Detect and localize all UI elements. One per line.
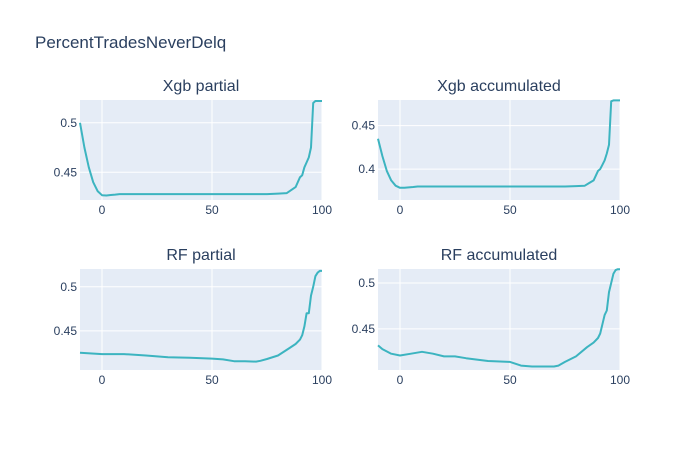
y-tick-label: 0.45 xyxy=(54,165,78,179)
plot-area xyxy=(80,100,322,200)
x-tick-label: 0 xyxy=(397,203,404,217)
y-tick-label: 0.45 xyxy=(352,322,376,336)
x-tick-label: 0 xyxy=(99,373,106,387)
x-tick-label: 50 xyxy=(503,373,517,387)
x-tick-label: 100 xyxy=(610,373,630,387)
subplot-2: 0 50 100 0.4 0.45 Xgb accumulated xyxy=(352,78,631,217)
figure-title: PercentTradesNeverDelq xyxy=(35,33,227,52)
subplot-title: Xgb accumulated xyxy=(437,78,561,95)
x-tick-label: 100 xyxy=(312,373,332,387)
subplot-3: 0 50 100 0.45 0.5 RF partial xyxy=(54,247,333,387)
subplot-title: RF accumulated xyxy=(441,247,558,264)
series-line xyxy=(79,100,322,197)
x-tick-label: 100 xyxy=(610,203,630,217)
y-tick-label: 0.4 xyxy=(358,162,375,176)
x-tick-label: 0 xyxy=(397,373,404,387)
plot-area xyxy=(378,269,620,370)
series-line xyxy=(79,269,322,363)
y-tick-label: 0.5 xyxy=(60,280,77,294)
y-tick-label: 0.45 xyxy=(54,324,78,338)
subplot-4: 0 50 100 0.45 0.5 RF accumulated xyxy=(352,247,631,387)
x-tick-label: 100 xyxy=(312,203,332,217)
x-tick-label: 50 xyxy=(205,373,219,387)
subplot-1: 0 50 100 0.45 0.5 Xgb partial xyxy=(54,78,333,217)
y-tick-label: 0.5 xyxy=(358,276,375,290)
plot-area xyxy=(378,100,620,200)
y-tick-label: 0.5 xyxy=(60,116,77,130)
x-tick-label: 50 xyxy=(503,203,517,217)
x-tick-label: 50 xyxy=(205,203,219,217)
x-tick-label: 0 xyxy=(99,203,106,217)
series-line xyxy=(377,99,620,189)
subplot-title: Xgb partial xyxy=(163,78,240,95)
y-tick-label: 0.45 xyxy=(352,119,376,133)
subplot-title: RF partial xyxy=(166,247,235,264)
series-line xyxy=(377,268,620,368)
